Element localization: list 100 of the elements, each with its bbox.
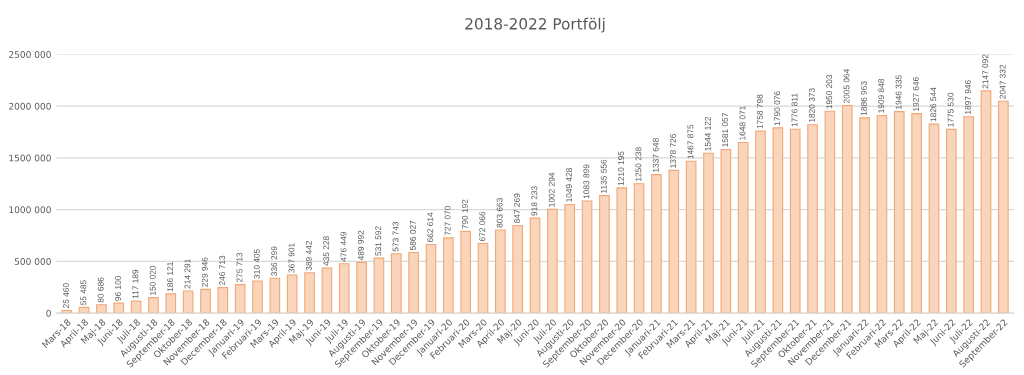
data-label: 672 066	[479, 211, 486, 242]
data-label: 117 189	[132, 269, 139, 299]
data-label: 367 901	[288, 243, 295, 273]
data-label: 55 485	[80, 280, 87, 305]
data-label: 1378 726	[670, 133, 677, 168]
bar	[252, 280, 263, 314]
data-label: 1790 076	[774, 91, 781, 126]
data-label: 1886 963	[860, 81, 867, 116]
bar	[633, 183, 645, 314]
bar	[217, 287, 229, 314]
data-label: 310 405	[253, 249, 260, 279]
bar	[963, 116, 974, 314]
data-label: 489 992	[357, 230, 364, 261]
data-label: 476 449	[340, 232, 347, 262]
y-tick-label: 2000 000	[9, 102, 51, 110]
data-label: 531 592	[375, 226, 382, 256]
data-label: 1927 646	[912, 77, 919, 111]
data-label: 1135 556	[600, 159, 607, 193]
bar	[512, 224, 524, 314]
bar	[460, 230, 471, 314]
data-label: 1946 335	[895, 75, 902, 109]
bar	[945, 128, 957, 314]
bar	[304, 272, 315, 314]
bar	[182, 290, 194, 314]
bar	[616, 187, 628, 314]
data-label: 1820 373	[808, 88, 815, 122]
data-label: 1467 875	[687, 124, 694, 159]
bar	[356, 261, 367, 314]
bar	[668, 169, 680, 314]
data-label: 435 228	[323, 236, 330, 266]
data-label: 662 614	[427, 212, 434, 243]
y-tick-label: 0	[46, 309, 51, 317]
bar	[269, 277, 281, 314]
data-label: 1897 946	[965, 80, 971, 114]
bar	[824, 110, 836, 314]
data-label: 2005 064	[843, 69, 850, 104]
bar	[165, 293, 177, 314]
data-label: 586 027	[409, 220, 416, 251]
data-label: 336 299	[271, 246, 278, 276]
bar	[425, 243, 437, 314]
data-label: 1775 530	[947, 92, 954, 127]
bar	[390, 253, 402, 314]
bar	[130, 300, 142, 314]
bar	[96, 304, 107, 314]
data-label: 1648 071	[739, 106, 746, 140]
data-label: 275 713	[236, 252, 243, 283]
bar	[720, 148, 732, 314]
data-label: 573 743	[392, 221, 399, 252]
y-tick-label: 2500 000	[9, 51, 51, 58]
data-label: 2147 092	[982, 54, 989, 89]
bar	[703, 152, 714, 314]
bar	[737, 141, 749, 314]
data-label: 1758 798	[756, 94, 763, 129]
bar	[599, 195, 610, 314]
bar	[893, 111, 905, 314]
bar	[477, 243, 489, 314]
bar	[286, 274, 298, 314]
bar	[911, 113, 922, 314]
bar	[321, 267, 333, 314]
bar	[373, 257, 385, 314]
data-label: 803 663	[496, 198, 503, 228]
bar	[789, 128, 801, 314]
y-tick-label: 1000 000	[9, 206, 51, 214]
data-label: 1776 811	[791, 93, 798, 127]
data-label: 229 946	[201, 257, 208, 287]
bar	[841, 105, 853, 314]
data-label: 1909 848	[878, 78, 885, 113]
data-label: 847 269	[514, 193, 520, 223]
data-label: 1210 195	[618, 151, 624, 186]
bar	[564, 203, 576, 314]
data-label: 389 442	[305, 241, 312, 271]
y-tick-label: 1500 000	[9, 154, 51, 162]
bar	[547, 208, 558, 314]
data-label: 1544 122	[704, 116, 711, 151]
bar	[980, 90, 992, 314]
data-label: 96 100	[115, 275, 121, 301]
bar	[338, 263, 350, 314]
chart-title: 2018-2022 Portfölj	[465, 17, 605, 33]
bar	[529, 217, 541, 314]
data-label: 1250 238	[635, 147, 642, 182]
data-label: 1337 648	[652, 138, 659, 172]
data-label: 1826 544	[930, 87, 937, 122]
bar	[928, 123, 940, 314]
bar	[998, 100, 1009, 314]
bar	[807, 124, 818, 314]
data-label: 1049 428	[566, 168, 572, 202]
data-label: 918 233	[531, 186, 538, 216]
data-label: 1083 899	[583, 164, 590, 199]
bar	[651, 174, 662, 314]
data-label: 80 686	[97, 277, 104, 303]
data-label: 790 192	[462, 199, 468, 229]
y-tick-label: 500 000	[14, 258, 51, 265]
bar	[755, 130, 766, 314]
data-label: 2047 332	[999, 64, 1006, 99]
bar	[876, 114, 888, 314]
bar	[772, 127, 784, 314]
bar	[200, 288, 211, 314]
bar	[234, 284, 246, 314]
data-label: 1002 294	[548, 172, 555, 207]
bar	[442, 237, 454, 314]
